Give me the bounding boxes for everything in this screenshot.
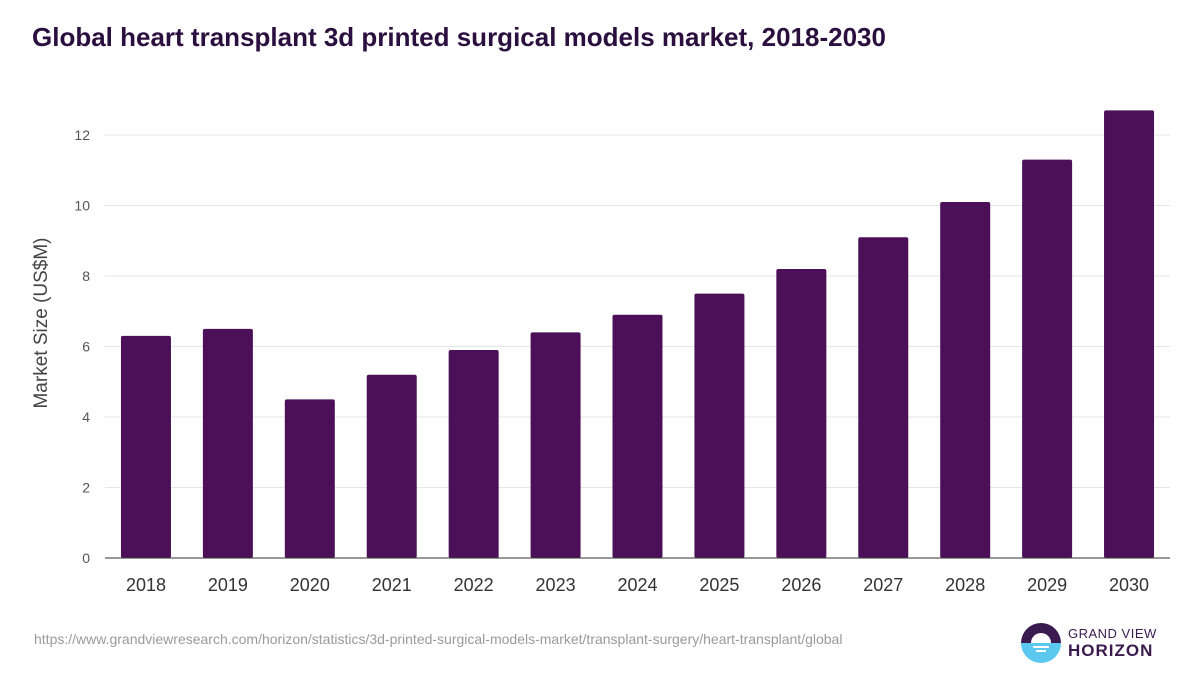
- x-tick-label: 2019: [208, 575, 248, 595]
- y-tick-label: 8: [82, 268, 90, 284]
- bar-2019: [202, 328, 253, 558]
- x-tick-label: 2023: [536, 575, 576, 595]
- logo-text-bottom: HORIZON: [1068, 641, 1154, 660]
- logo-text-top: GRAND VIEW: [1068, 626, 1157, 641]
- x-tick-label: 2022: [454, 575, 494, 595]
- x-tick-label: 2027: [863, 575, 903, 595]
- x-tick-label: 2028: [945, 575, 985, 595]
- bar-2030: [1104, 110, 1155, 558]
- bar-2020: [284, 399, 335, 558]
- y-tick-label: 12: [74, 127, 90, 143]
- x-tick-label: 2018: [126, 575, 166, 595]
- bar-2028: [940, 201, 991, 558]
- y-tick-label: 2: [82, 480, 90, 496]
- bar-2026: [776, 268, 827, 558]
- chart-title: Global heart transplant 3d printed surgi…: [32, 22, 886, 52]
- bar-2023: [530, 332, 581, 558]
- x-tick-label: 2029: [1027, 575, 1067, 595]
- grand-view-logo-icon: [1021, 623, 1061, 663]
- source-link[interactable]: https://www.grandviewresearch.com/horizo…: [34, 631, 843, 647]
- y-tick-label: 10: [74, 198, 90, 214]
- bar-2025: [694, 293, 745, 558]
- bar-2021: [366, 374, 417, 558]
- x-tick-label: 2021: [372, 575, 412, 595]
- bar-2029: [1022, 159, 1073, 559]
- bar-2022: [448, 350, 499, 558]
- y-tick-label: 0: [82, 550, 90, 566]
- y-tick-label: 6: [82, 339, 90, 355]
- y-tick-label: 4: [82, 409, 90, 425]
- x-tick-label: 2026: [781, 575, 821, 595]
- y-axis-label: Market Size (US$M): [31, 237, 52, 408]
- x-tick-label: 2024: [617, 575, 657, 595]
- bar-2027: [858, 237, 909, 558]
- x-tick-label: 2025: [699, 575, 739, 595]
- x-tick-label: 2020: [290, 575, 330, 595]
- bar-2018: [120, 335, 171, 558]
- x-tick-label: 2030: [1109, 575, 1149, 595]
- bar-2024: [612, 314, 663, 558]
